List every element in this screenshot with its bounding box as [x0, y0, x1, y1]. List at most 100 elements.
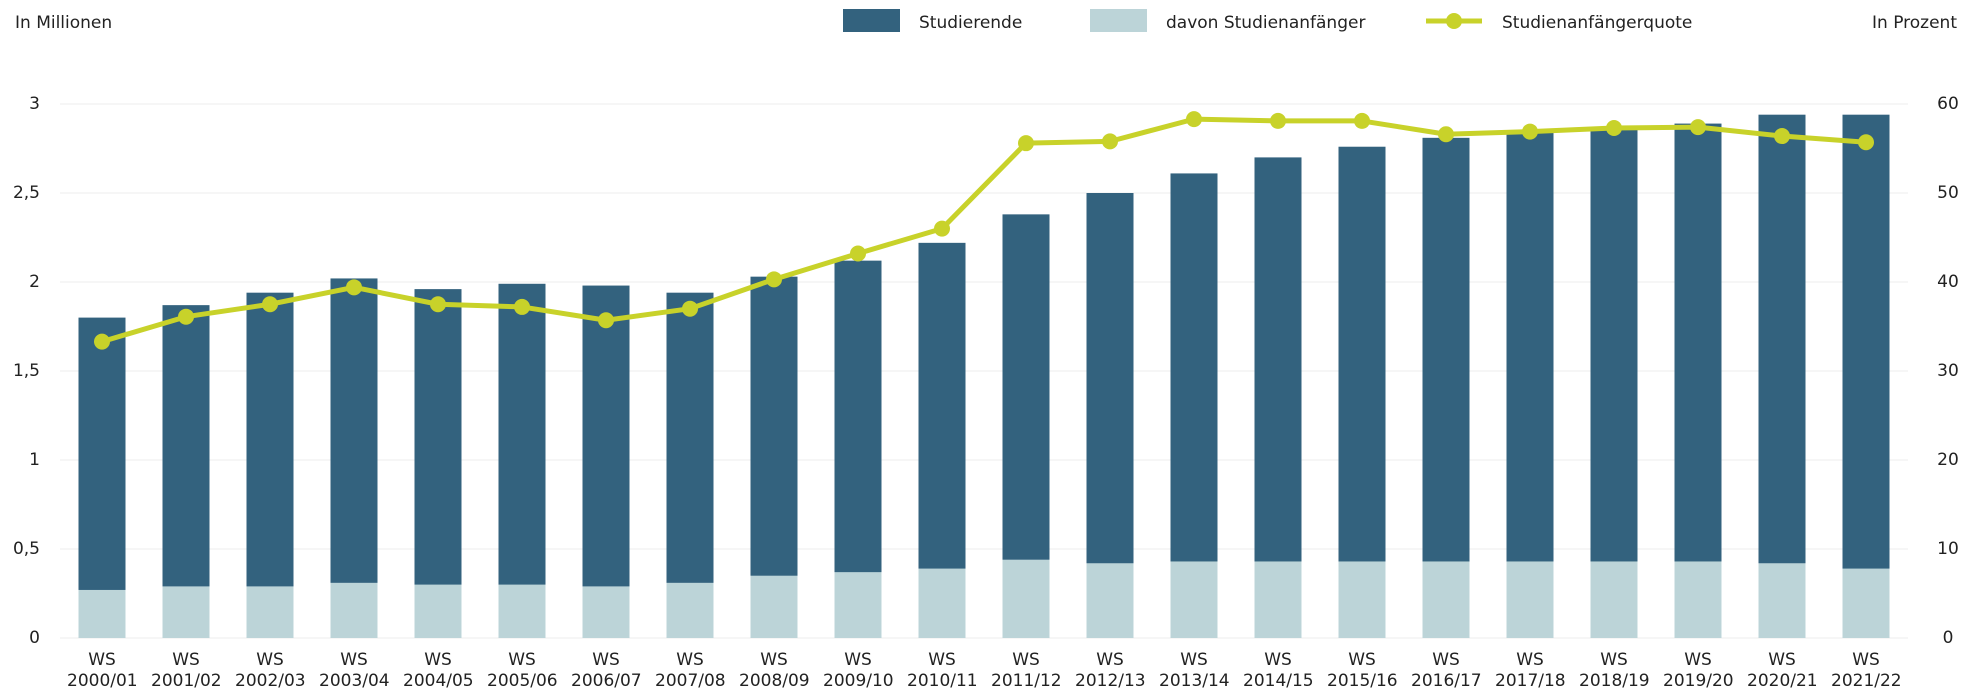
y-tick-label: 2,5	[13, 183, 40, 203]
legend-label: Studierende	[919, 13, 1022, 33]
legend-swatch	[1090, 9, 1147, 32]
x-tick-label: WS 2001/02	[151, 650, 222, 691]
bar	[1674, 123, 1722, 638]
x-tick-label: WS 2004/05	[403, 650, 474, 691]
legend-marker	[1446, 13, 1462, 29]
x-tick-label: WS 2011/12	[991, 650, 1062, 691]
legend-label: Studienanfängerquote	[1502, 13, 1692, 33]
x-tick-label: WS 2015/16	[1327, 650, 1398, 691]
line-marker	[1438, 126, 1454, 143]
bar	[918, 568, 966, 638]
bar	[1842, 114, 1890, 639]
bar	[1506, 130, 1554, 638]
line-marker	[262, 296, 278, 313]
line-marker	[1690, 119, 1706, 136]
bar	[1170, 561, 1218, 638]
bar	[498, 584, 546, 638]
line-marker	[850, 245, 866, 262]
x-tick-label: WS 2021/22	[1831, 650, 1902, 691]
x-tick-label: WS 2003/04	[319, 650, 390, 691]
y-axis-label: In Millionen	[15, 13, 112, 33]
bar	[1590, 561, 1638, 638]
bar	[1758, 114, 1806, 639]
line-marker	[1186, 111, 1202, 128]
bar	[1338, 146, 1386, 638]
x-tick-label: WS 2002/03	[235, 650, 306, 691]
line-marker	[346, 279, 362, 296]
y-tick-label: 0	[29, 628, 40, 648]
x-tick-label: WS 2019/20	[1663, 650, 1734, 691]
y2-tick-label: 0	[1943, 628, 1954, 648]
line-marker	[514, 298, 530, 315]
y2-axis-label: In Prozent	[1872, 13, 1957, 33]
line-marker	[1606, 120, 1622, 137]
line-marker	[1102, 133, 1118, 150]
bar	[414, 584, 462, 638]
bar	[162, 305, 210, 638]
bar	[750, 575, 798, 638]
y-tick-label: 1	[29, 450, 40, 470]
y2-tick-label: 30	[1937, 361, 1959, 381]
bar	[1674, 561, 1722, 638]
x-tick-label: WS 2008/09	[739, 650, 810, 691]
y-tick-label: 2	[29, 272, 40, 292]
line-marker	[1774, 128, 1790, 145]
bar	[1002, 559, 1050, 638]
x-tick-label: WS 2018/19	[1579, 650, 1650, 691]
bar	[666, 292, 714, 638]
bar	[666, 582, 714, 638]
x-tick-label: WS 2020/21	[1747, 650, 1818, 691]
x-tick-label: WS 2006/07	[571, 650, 642, 691]
line-marker	[178, 308, 194, 325]
line-marker	[94, 333, 110, 350]
x-tick-label: WS 2012/13	[1075, 650, 1146, 691]
y-tick-label: 3	[29, 94, 40, 114]
x-tick-label: WS 2000/01	[67, 650, 138, 691]
line-marker	[1354, 112, 1370, 129]
line-marker	[1522, 123, 1538, 140]
bar	[1506, 561, 1554, 638]
x-tick-label: WS 2009/10	[823, 650, 894, 691]
bar	[162, 586, 210, 638]
bar	[1254, 561, 1302, 638]
bar	[246, 292, 294, 638]
bar	[330, 278, 378, 638]
line	[101, 116, 1867, 345]
line-marker	[766, 271, 782, 288]
x-tick-label: WS 2010/11	[907, 650, 978, 691]
bar	[78, 589, 126, 638]
y2-tick-label: 20	[1937, 450, 1959, 470]
x-tick-label: WS 2016/17	[1411, 650, 1482, 691]
bar	[834, 572, 882, 638]
y2-tick-label: 40	[1937, 272, 1959, 292]
x-tick-label: WS 2017/18	[1495, 650, 1566, 691]
x-tick-label: WS 2014/15	[1243, 650, 1314, 691]
bar	[582, 586, 630, 638]
line-marker	[1018, 135, 1034, 152]
bar	[1338, 561, 1386, 638]
bar	[1170, 173, 1218, 639]
line-marker	[934, 220, 950, 237]
y-tick-label: 0,5	[13, 539, 40, 559]
bar	[1842, 568, 1890, 638]
legend-label: davon Studienanfänger	[1166, 13, 1365, 33]
bar	[498, 283, 546, 638]
line-marker	[430, 296, 446, 313]
x-tick-label: WS 2013/14	[1159, 650, 1230, 691]
line-marker	[682, 300, 698, 317]
y2-tick-label: 10	[1937, 539, 1959, 559]
bar	[1254, 157, 1302, 638]
bar	[1590, 127, 1638, 638]
legend-swatch	[843, 9, 900, 32]
y2-tick-label: 50	[1937, 183, 1959, 203]
bar	[1086, 563, 1134, 638]
bar	[1422, 137, 1470, 638]
line-marker	[1858, 134, 1874, 151]
line-marker	[1270, 112, 1286, 129]
bar	[246, 586, 294, 638]
bar	[330, 582, 378, 638]
bar	[414, 289, 462, 638]
y2-tick-label: 60	[1937, 94, 1959, 114]
